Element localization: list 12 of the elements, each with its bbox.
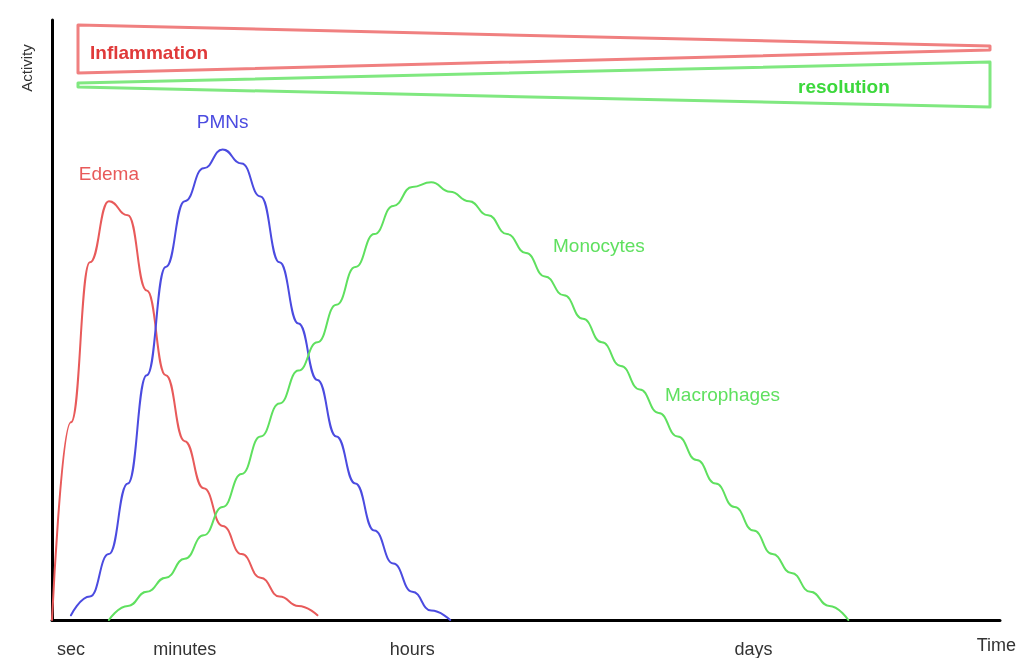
x-axis-title: Time — [976, 635, 1017, 655]
text: Inflammation — [90, 41, 209, 63]
annotation: Macrophages — [665, 383, 781, 405]
x-tick-label: sec — [56, 639, 85, 659]
text: resolution — [798, 75, 890, 97]
x-tick-label: minutes — [153, 639, 217, 659]
x-tick-label: days — [734, 639, 773, 659]
series-label: PMNs — [196, 111, 249, 133]
annotation: Monocytes — [553, 234, 645, 256]
y-axis-title: Activity — [17, 43, 35, 92]
x-tick-label: hours — [389, 639, 435, 659]
series-label: Edema — [78, 163, 140, 185]
